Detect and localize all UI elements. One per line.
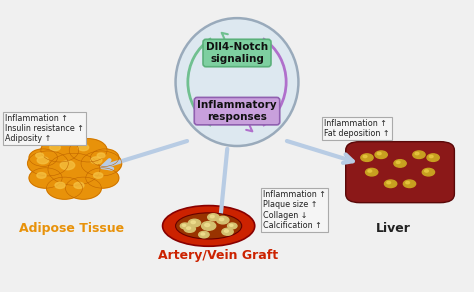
Circle shape bbox=[86, 168, 119, 188]
Circle shape bbox=[413, 151, 425, 159]
Circle shape bbox=[81, 151, 122, 176]
Text: Inflammation ↑
Fat deposition ↑: Inflammation ↑ Fat deposition ↑ bbox=[324, 119, 390, 138]
Ellipse shape bbox=[163, 206, 255, 246]
Circle shape bbox=[191, 221, 195, 224]
Circle shape bbox=[406, 181, 410, 184]
Circle shape bbox=[361, 154, 373, 161]
Circle shape bbox=[384, 180, 397, 187]
Circle shape bbox=[363, 155, 367, 158]
Text: Adipose Tissue: Adipose Tissue bbox=[19, 222, 124, 235]
Circle shape bbox=[375, 151, 387, 159]
Circle shape bbox=[201, 222, 216, 230]
Circle shape bbox=[74, 182, 84, 188]
Circle shape bbox=[201, 233, 205, 235]
Text: Inflammation ↑
Insulin resistance ↑
Adiposity ↑: Inflammation ↑ Insulin resistance ↑ Adip… bbox=[5, 114, 84, 143]
Circle shape bbox=[29, 149, 57, 166]
Circle shape bbox=[187, 227, 191, 229]
Circle shape bbox=[208, 214, 219, 221]
Circle shape bbox=[91, 149, 119, 166]
Circle shape bbox=[217, 216, 229, 224]
Circle shape bbox=[69, 139, 107, 162]
Circle shape bbox=[184, 225, 195, 232]
Circle shape bbox=[230, 224, 233, 226]
Circle shape bbox=[29, 168, 62, 188]
Circle shape bbox=[422, 168, 435, 176]
Circle shape bbox=[365, 168, 378, 176]
Circle shape bbox=[219, 218, 224, 221]
Circle shape bbox=[65, 177, 101, 199]
Circle shape bbox=[27, 151, 68, 176]
Circle shape bbox=[36, 153, 44, 158]
Circle shape bbox=[368, 170, 372, 172]
Circle shape bbox=[50, 144, 60, 151]
Circle shape bbox=[46, 177, 82, 199]
Circle shape bbox=[403, 180, 416, 187]
Circle shape bbox=[48, 153, 100, 185]
Circle shape bbox=[37, 157, 48, 164]
Ellipse shape bbox=[175, 18, 299, 146]
Circle shape bbox=[377, 152, 381, 155]
Circle shape bbox=[78, 144, 89, 151]
Circle shape bbox=[396, 161, 400, 164]
Circle shape bbox=[182, 224, 186, 226]
Circle shape bbox=[37, 173, 46, 178]
Circle shape bbox=[429, 155, 433, 158]
Text: Liver: Liver bbox=[375, 222, 410, 235]
Ellipse shape bbox=[175, 213, 242, 239]
Text: Artery/Vein Graft: Artery/Vein Graft bbox=[158, 249, 278, 262]
Text: Inflammatory
responses: Inflammatory responses bbox=[197, 100, 277, 122]
Circle shape bbox=[91, 157, 102, 164]
Circle shape bbox=[394, 160, 406, 167]
Circle shape bbox=[228, 223, 237, 229]
Circle shape bbox=[97, 153, 105, 158]
Circle shape bbox=[93, 173, 103, 178]
Text: Dll4-Notch
signaling: Dll4-Notch signaling bbox=[206, 42, 268, 64]
Text: Inflammation ↑
Plaque size ↑
Collagen ↓
Calcification ↑: Inflammation ↑ Plaque size ↑ Collagen ↓ … bbox=[263, 190, 326, 230]
Circle shape bbox=[425, 170, 428, 172]
Circle shape bbox=[55, 182, 65, 188]
Circle shape bbox=[205, 223, 210, 227]
Circle shape bbox=[415, 152, 419, 155]
Circle shape bbox=[188, 219, 201, 227]
Circle shape bbox=[224, 230, 228, 232]
Circle shape bbox=[222, 228, 233, 235]
Circle shape bbox=[210, 215, 214, 218]
FancyBboxPatch shape bbox=[346, 142, 455, 203]
Circle shape bbox=[41, 139, 79, 162]
Circle shape bbox=[180, 223, 190, 229]
Circle shape bbox=[427, 154, 439, 161]
Circle shape bbox=[387, 181, 391, 184]
Circle shape bbox=[60, 161, 75, 170]
Circle shape bbox=[199, 232, 209, 238]
